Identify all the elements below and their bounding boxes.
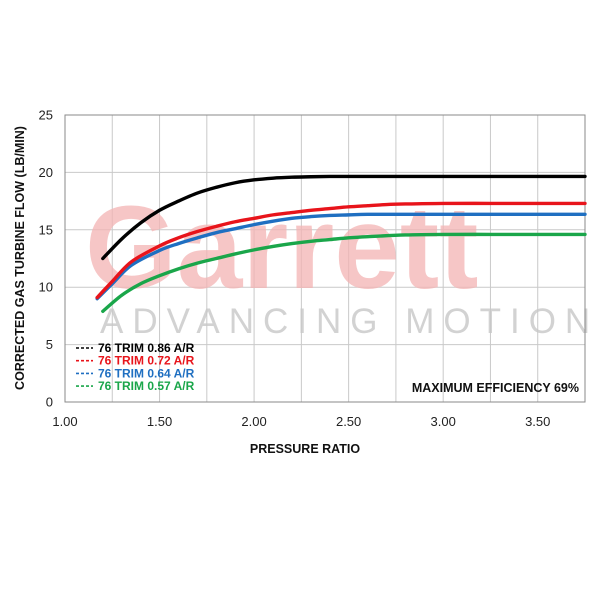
plot-frame	[64, 114, 586, 403]
x-tick-label: 3.00	[431, 414, 456, 429]
series-line-4	[101, 232, 587, 314]
x-tick-label: 1.50	[147, 414, 172, 429]
y-tick-label: 0	[46, 395, 53, 410]
series-line-2	[95, 201, 587, 300]
plot-border	[64, 114, 586, 403]
x-axis-title: PRESSURE RATIO	[250, 442, 360, 456]
legend: 76 TRIM 0.86 A/R76 TRIM 0.72 A/R76 TRIM …	[76, 341, 195, 393]
y-tick-label: 15	[39, 222, 53, 237]
legend-label: 76 TRIM 0.72 A/R	[98, 354, 195, 368]
tick-labels: 1.00 1.50 2.00 2.50 3.00 3.50 0 5 10 15 20 25	[39, 108, 551, 430]
y-tick-label: 10	[39, 280, 53, 295]
y-tick-label: 5	[46, 337, 53, 352]
x-tick-label: 2.00	[241, 414, 266, 429]
max-efficiency-annotation: MAXIMUM EFFICIENCY 69%	[412, 381, 579, 395]
legend-label: 76 TRIM 0.86 A/R	[98, 341, 195, 355]
series-line-1	[101, 174, 587, 261]
x-tick-label: 3.50	[525, 414, 550, 429]
legend-label: 76 TRIM 0.57 A/R	[98, 379, 195, 393]
y-axis-title: CORRECTED GAS TURBINE FLOW (LB/MIN)	[13, 126, 27, 390]
grid	[65, 115, 585, 402]
watermark-tagline: ADVANCING MOTION	[100, 302, 599, 341]
x-tick-label: 1.00	[52, 414, 77, 429]
watermark-logo: Garrett	[85, 182, 478, 314]
y-tick-label: 20	[39, 165, 53, 180]
series-lines	[95, 174, 587, 314]
y-tick-label: 25	[39, 108, 53, 123]
legend-label: 76 TRIM 0.64 A/R	[98, 366, 195, 380]
x-tick-label: 2.50	[336, 414, 361, 429]
series-line-3	[95, 212, 587, 301]
